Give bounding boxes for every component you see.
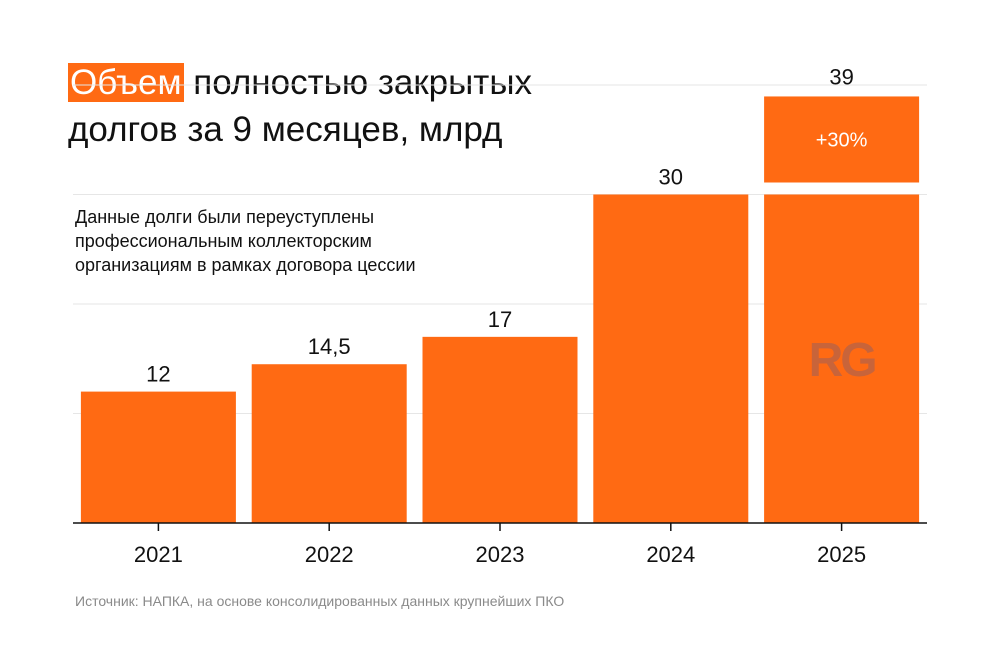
bar-2022 — [251, 364, 407, 523]
chart-title-line-2: долгов за 9 месяцев, млрд — [68, 110, 503, 149]
bar-2025 — [764, 194, 920, 523]
growth-segment — [764, 96, 920, 183]
bar-2024 — [593, 194, 749, 523]
bar-2023 — [422, 336, 578, 523]
bar-2021 — [80, 391, 236, 523]
value-label: 39 — [829, 64, 853, 89]
x-tick-label: 2024 — [646, 542, 695, 567]
value-label: 17 — [488, 307, 512, 332]
source-note: Источник: НАПКА, на основе консолидирова… — [75, 593, 565, 609]
chart-title-line-1: Объем полностью закрытых — [68, 61, 532, 105]
growth-label: +30% — [816, 129, 868, 151]
value-label: 12 — [146, 362, 170, 387]
rg-logo: RG — [809, 334, 876, 387]
value-label: 14,5 — [308, 334, 351, 359]
title-rest: полностью закрытых — [183, 63, 532, 102]
x-tick-label: 2022 — [305, 542, 354, 567]
title-highlight: Объем — [68, 63, 184, 102]
value-label: 30 — [659, 165, 683, 190]
chart-note: Данные долги были переуступлены професси… — [75, 207, 416, 275]
x-tick-label: 2023 — [476, 542, 525, 567]
x-tick-label: 2025 — [817, 542, 866, 567]
x-tick-label: 2021 — [134, 542, 183, 567]
